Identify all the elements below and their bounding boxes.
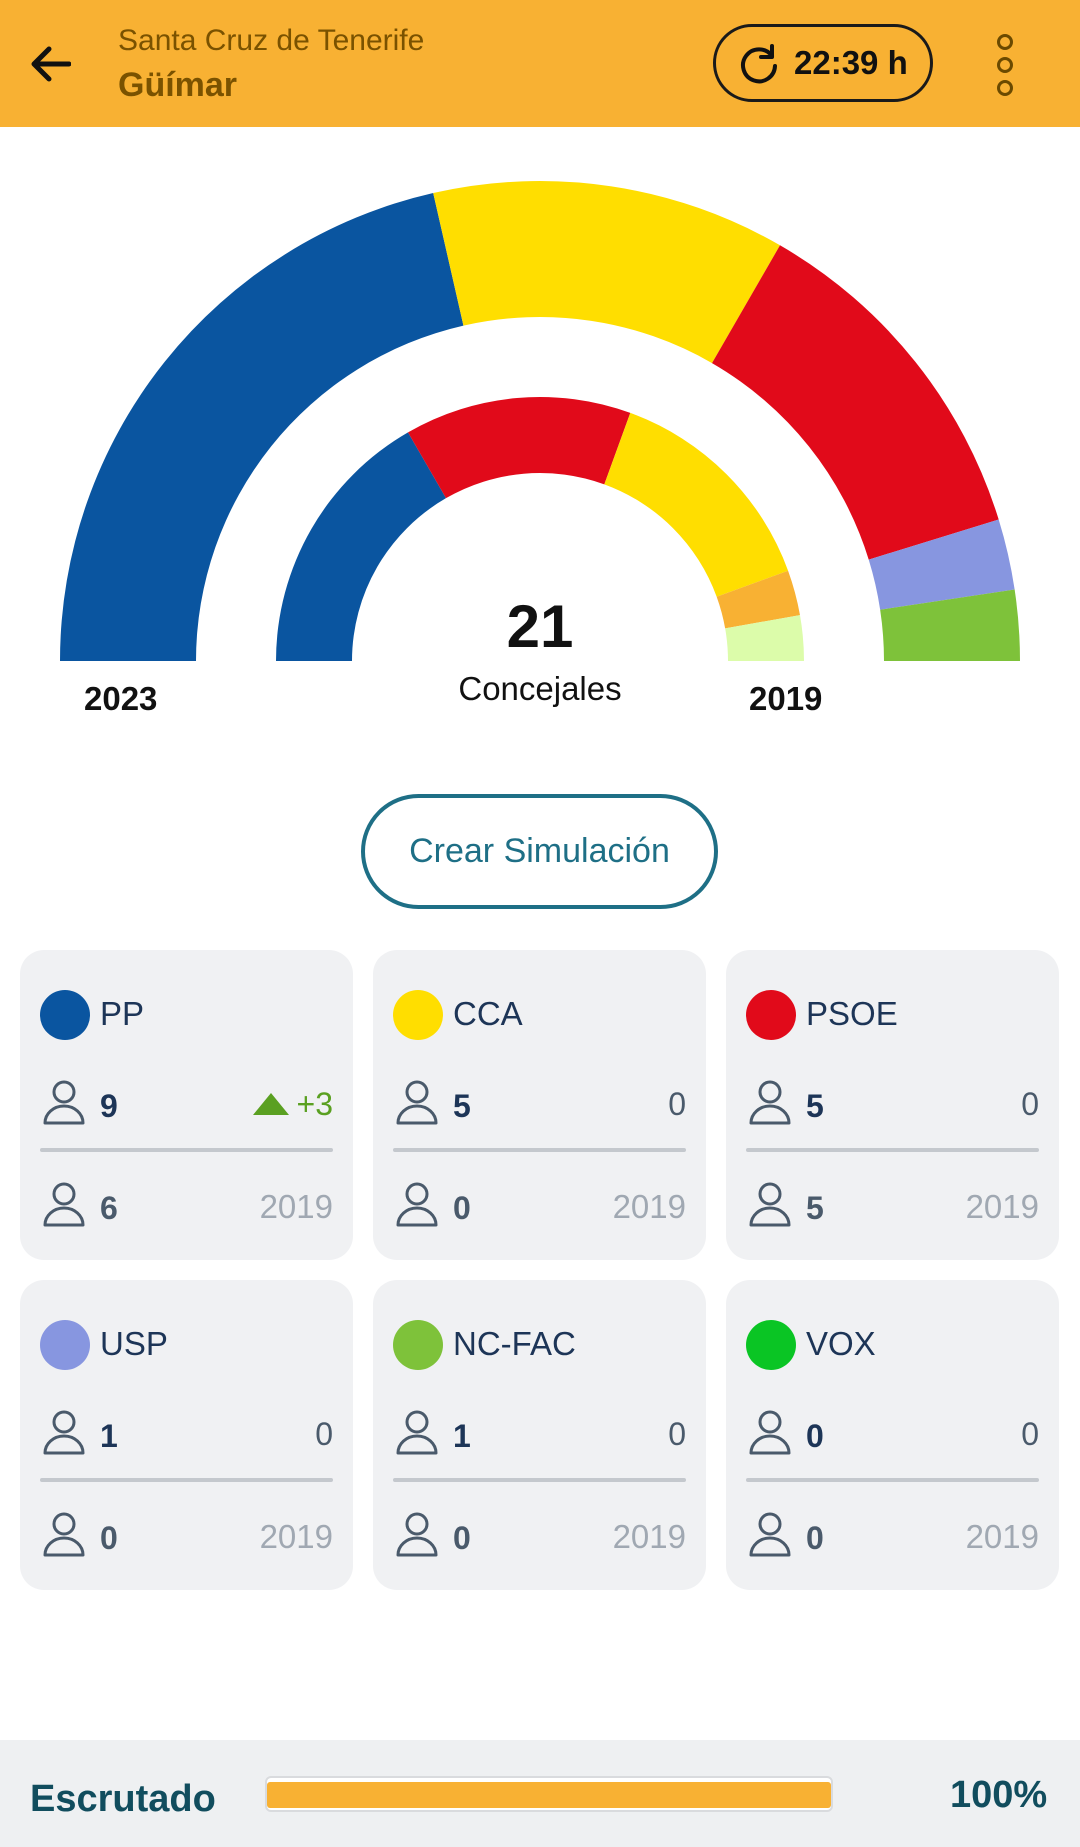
more-dots-icon xyxy=(997,34,1013,50)
prev-year-label: 2019 xyxy=(259,1518,333,1555)
party-color-dot xyxy=(393,990,443,1040)
party-seats: 5 xyxy=(453,1088,471,1124)
outer-slice-cca-1 xyxy=(433,181,780,364)
person-icon xyxy=(748,1408,792,1456)
person-icon xyxy=(42,1078,86,1126)
party-color-dot xyxy=(40,990,90,1040)
province-label: Santa Cruz de Tenerife xyxy=(118,24,425,57)
inner-slice-otros-3 xyxy=(716,570,800,629)
prev-year-label: 2019 xyxy=(259,1188,333,1225)
party-name: PP xyxy=(100,995,145,1032)
total-seats: 21 xyxy=(506,593,574,660)
seats-chart xyxy=(0,127,1080,727)
person-icon xyxy=(42,1510,86,1558)
party-name: NC-FAC xyxy=(453,1325,576,1362)
outer-slice-nc-fac-4 xyxy=(880,589,1020,661)
arrow-left-icon xyxy=(31,46,71,82)
card-divider xyxy=(746,1478,1039,1482)
refresh-button[interactable]: 22:39 h xyxy=(713,24,933,102)
party-name: PSOE xyxy=(806,995,898,1032)
app-header: Santa Cruz de Tenerife Güímar 22:39 h xyxy=(0,0,1080,127)
party-prev-seats: 0 xyxy=(453,1520,471,1556)
person-icon xyxy=(395,1078,439,1126)
inner-slice-otros-4 xyxy=(725,615,804,661)
seat-change: 0 xyxy=(1021,1416,1039,1452)
party-card-nc-fac[interactable]: NC-FAC 1 0 0 2019 xyxy=(373,1280,706,1590)
person-icon xyxy=(42,1408,86,1456)
count-percentage: 100% xyxy=(950,1774,1048,1816)
outer-slice-usp-3 xyxy=(868,519,1015,610)
create-simulation-button[interactable]: Crear Simulación xyxy=(361,794,718,909)
more-options-button[interactable] xyxy=(990,34,1020,96)
seat-change: 0 xyxy=(668,1416,686,1452)
party-seats: 0 xyxy=(806,1418,824,1454)
party-card-usp[interactable]: USP 1 0 0 2019 xyxy=(20,1280,353,1590)
inner-slice-psoe-1 xyxy=(408,397,631,499)
party-card-cca[interactable]: CCA 5 0 0 2019 xyxy=(373,950,706,1260)
card-divider xyxy=(393,1148,686,1152)
party-name: CCA xyxy=(453,995,523,1032)
refresh-icon xyxy=(741,44,777,84)
person-icon xyxy=(395,1408,439,1456)
inner-slice-pp-0 xyxy=(276,432,446,661)
back-button[interactable] xyxy=(22,38,78,90)
seat-change: 0 xyxy=(315,1416,333,1452)
inner-year-label: 2019 xyxy=(749,680,823,717)
count-progress-fill xyxy=(267,1782,831,1808)
party-color-dot xyxy=(746,1320,796,1370)
outer-slice-pp-0 xyxy=(60,193,464,661)
person-icon xyxy=(395,1180,439,1228)
party-prev-seats: 6 xyxy=(100,1190,118,1226)
card-divider xyxy=(746,1148,1039,1152)
party-seats: 9 xyxy=(100,1088,118,1124)
party-seats: 1 xyxy=(100,1418,118,1454)
person-icon xyxy=(748,1078,792,1126)
party-card-pp[interactable]: PP 9 +3 6 2019 xyxy=(20,950,353,1260)
party-name: USP xyxy=(100,1325,168,1362)
party-prev-seats: 0 xyxy=(806,1520,824,1556)
party-color-dot xyxy=(393,1320,443,1370)
outer-slice-psoe-2 xyxy=(712,245,999,560)
prev-year-label: 2019 xyxy=(965,1188,1039,1225)
party-prev-seats: 5 xyxy=(806,1190,824,1226)
total-seats-label: Concejales xyxy=(458,670,622,707)
card-divider xyxy=(393,1478,686,1482)
person-icon xyxy=(748,1180,792,1228)
person-icon xyxy=(42,1180,86,1228)
card-divider xyxy=(40,1478,333,1482)
party-name: VOX xyxy=(806,1325,876,1362)
seat-change: 0 xyxy=(668,1086,686,1122)
seats-hemicycle xyxy=(60,181,1020,661)
update-time: 22:39 h xyxy=(794,44,908,81)
card-divider xyxy=(40,1148,333,1152)
municipality-title: Güímar xyxy=(118,66,238,104)
seat-change: 0 xyxy=(1021,1086,1039,1122)
trend-up-icon xyxy=(252,1092,289,1115)
count-progress-bar xyxy=(265,1776,833,1812)
person-icon xyxy=(395,1510,439,1558)
party-card-vox[interactable]: VOX 0 0 0 2019 xyxy=(726,1280,1059,1590)
count-label: Escrutado xyxy=(30,1778,216,1820)
count-status-bar: Escrutado 100% xyxy=(0,1740,1080,1847)
party-color-dot xyxy=(40,1320,90,1370)
party-prev-seats: 0 xyxy=(453,1190,471,1226)
prev-year-label: 2019 xyxy=(965,1518,1039,1555)
party-seats: 5 xyxy=(806,1088,824,1124)
person-icon xyxy=(748,1510,792,1558)
party-color-dot xyxy=(746,990,796,1040)
party-card-psoe[interactable]: PSOE 5 0 5 2019 xyxy=(726,950,1059,1260)
prev-year-label: 2019 xyxy=(612,1518,686,1555)
seat-change: +3 xyxy=(252,1086,333,1123)
party-seats: 1 xyxy=(453,1418,471,1454)
outer-year-label: 2023 xyxy=(84,680,158,717)
inner-slice-cca-2 xyxy=(604,412,789,597)
party-prev-seats: 0 xyxy=(100,1520,118,1556)
prev-year-label: 2019 xyxy=(612,1188,686,1225)
